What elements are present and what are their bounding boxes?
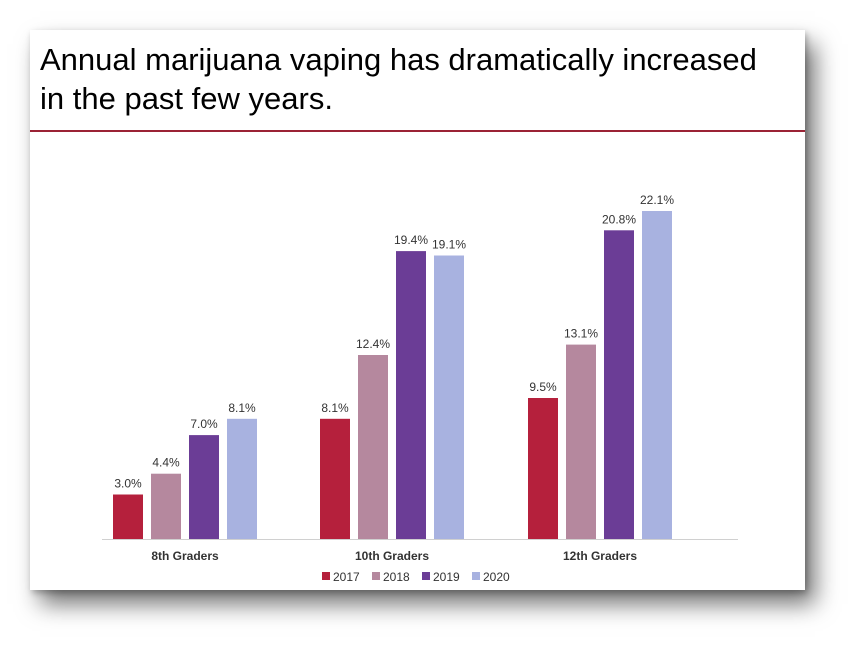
legend-swatch-2017 — [322, 572, 330, 580]
bar-2017-2 — [528, 398, 558, 539]
bar-2017-0 — [113, 494, 143, 539]
bar-2019-2 — [604, 230, 634, 540]
bar-2020-1 — [434, 255, 464, 539]
bar-2019-0 — [189, 435, 219, 539]
data-label-2017-0: 3.0% — [114, 477, 142, 491]
bar-2020-2 — [642, 211, 672, 539]
category-label: 10th Graders — [355, 549, 429, 563]
data-label-2019-0: 7.0% — [190, 417, 218, 431]
legend-label-2017: 2017 — [333, 570, 360, 584]
legend-label-2018: 2018 — [383, 570, 410, 584]
data-label-2017-2: 9.5% — [529, 380, 557, 394]
category-label: 8th Graders — [151, 549, 219, 563]
bar-2018-0 — [151, 473, 181, 539]
bar-chart: 3.0% 4.4% 7.0% 8.1% 8th Graders 8.1% 12.4% 19.4… — [102, 193, 738, 584]
slide-title: Annual marijuana vaping has dramatically… — [40, 42, 757, 116]
slide: Annual marijuana vaping has dramatically… — [30, 30, 805, 590]
data-label-2020-2: 22.1% — [640, 193, 674, 207]
data-label-2020-0: 8.1% — [228, 401, 256, 415]
data-label-2018-1: 12.4% — [356, 337, 390, 351]
bar-2019-1 — [396, 251, 426, 539]
data-label-2018-2: 13.1% — [564, 327, 598, 341]
data-label-2019-1: 19.4% — [394, 233, 428, 247]
bar-2018-1 — [358, 355, 388, 539]
data-label-2018-0: 4.4% — [152, 456, 180, 470]
bar-2018-2 — [566, 344, 596, 539]
legend-label-2020: 2020 — [483, 570, 510, 584]
bar-2020-0 — [227, 418, 257, 539]
data-label-2019-2: 20.8% — [602, 212, 636, 226]
title-divider — [30, 130, 805, 132]
legend-swatch-2019 — [422, 572, 430, 580]
bar-2017-1 — [320, 418, 350, 539]
legend-swatch-2018 — [372, 572, 380, 580]
data-label-2020-1: 19.1% — [432, 238, 466, 252]
category-label: 12th Graders — [563, 549, 637, 563]
legend-swatch-2020 — [472, 572, 480, 580]
legend-label-2019: 2019 — [433, 570, 460, 584]
data-label-2017-1: 8.1% — [321, 401, 349, 415]
